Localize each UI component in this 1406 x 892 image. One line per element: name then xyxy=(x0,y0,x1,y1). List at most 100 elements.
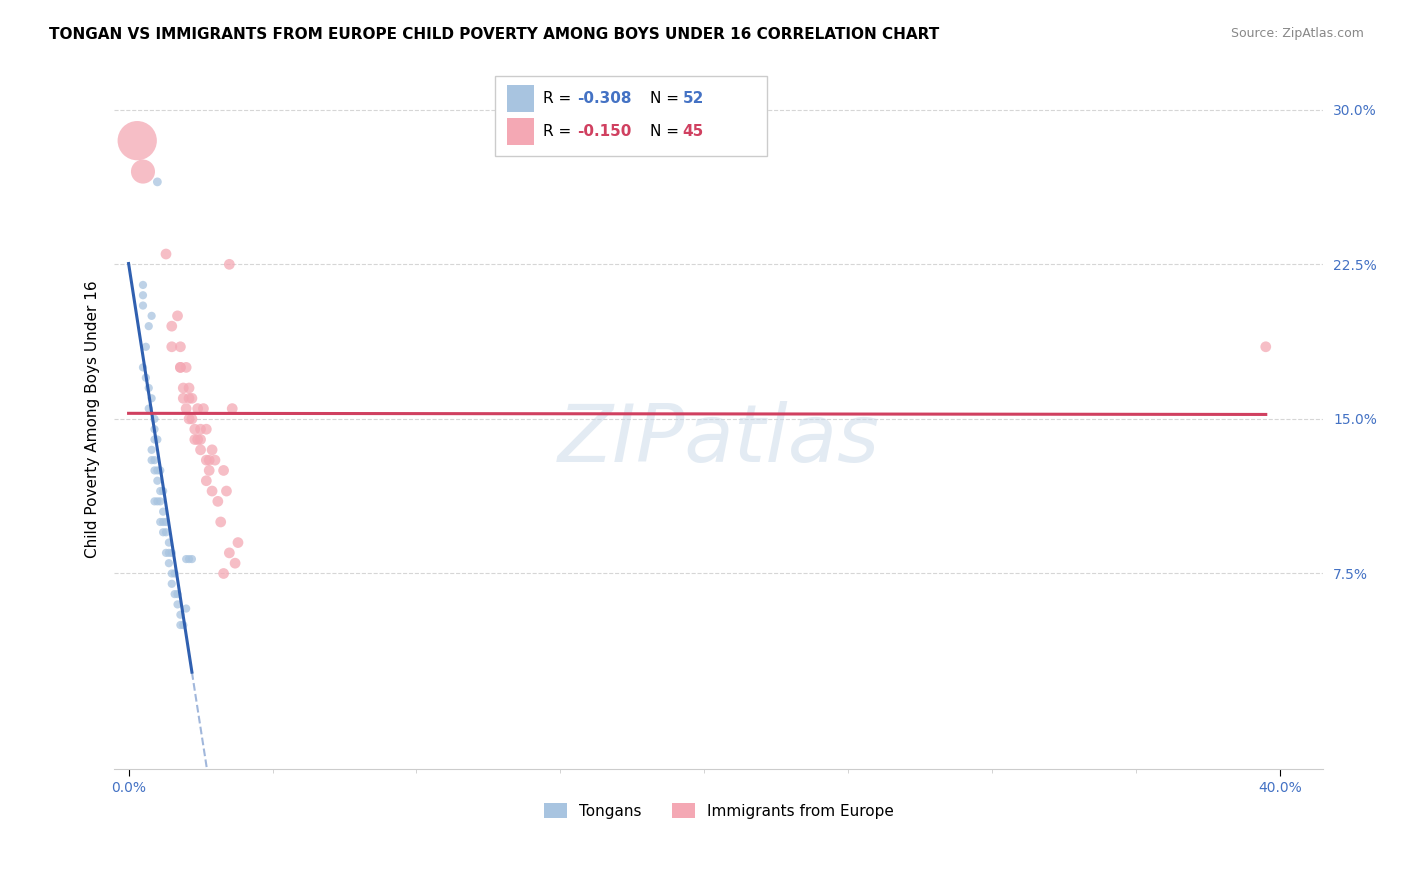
Point xyxy=(195,474,218,488)
Text: -0.150: -0.150 xyxy=(578,124,631,139)
Point xyxy=(207,494,229,508)
Point xyxy=(169,618,191,632)
Point xyxy=(181,412,204,426)
Point xyxy=(226,535,249,549)
Point xyxy=(172,381,194,395)
Point xyxy=(169,340,191,354)
Point xyxy=(160,576,183,591)
Point xyxy=(155,515,177,529)
Text: ZIPatlas: ZIPatlas xyxy=(558,401,880,479)
Point xyxy=(169,607,191,622)
Point xyxy=(160,546,183,560)
Point xyxy=(169,360,191,375)
Point xyxy=(181,552,204,566)
Point xyxy=(190,422,212,436)
Text: 45: 45 xyxy=(682,124,704,139)
Point xyxy=(201,484,224,499)
Point xyxy=(152,484,174,499)
Point xyxy=(160,566,183,581)
Y-axis label: Child Poverty Among Boys Under 16: Child Poverty Among Boys Under 16 xyxy=(86,280,100,558)
Point xyxy=(190,433,212,447)
Point xyxy=(141,442,163,457)
Text: R =: R = xyxy=(544,91,576,106)
Point xyxy=(146,494,169,508)
Point xyxy=(149,484,172,499)
Point xyxy=(212,463,235,477)
Point xyxy=(204,453,226,467)
Point xyxy=(160,319,183,334)
Point xyxy=(184,422,207,436)
Text: 52: 52 xyxy=(682,91,704,106)
Point xyxy=(138,381,160,395)
Point xyxy=(155,546,177,560)
Point xyxy=(166,309,188,323)
Point xyxy=(187,401,209,416)
Point xyxy=(184,433,207,447)
Point xyxy=(146,463,169,477)
FancyBboxPatch shape xyxy=(508,86,534,112)
Point xyxy=(157,546,180,560)
Point xyxy=(152,515,174,529)
Point xyxy=(146,433,169,447)
Point xyxy=(166,587,188,601)
Point xyxy=(157,556,180,570)
Point xyxy=(132,299,155,313)
Legend: Tongans, Immigrants from Europe: Tongans, Immigrants from Europe xyxy=(537,797,900,825)
Text: N =: N = xyxy=(650,124,683,139)
Point xyxy=(1254,340,1277,354)
Point xyxy=(143,453,166,467)
Point xyxy=(127,134,149,148)
FancyBboxPatch shape xyxy=(508,119,534,145)
Point xyxy=(177,552,200,566)
Point xyxy=(174,401,197,416)
Point xyxy=(143,412,166,426)
Point xyxy=(163,566,186,581)
Point xyxy=(155,247,177,261)
Point xyxy=(132,360,155,375)
Point xyxy=(193,401,215,416)
Point xyxy=(157,535,180,549)
Point xyxy=(143,433,166,447)
Point xyxy=(135,370,157,384)
Point xyxy=(198,453,221,467)
Text: -0.308: -0.308 xyxy=(578,91,631,106)
Point xyxy=(174,552,197,566)
Point xyxy=(172,392,194,406)
Point xyxy=(190,442,212,457)
Point xyxy=(146,474,169,488)
Point xyxy=(201,442,224,457)
Point xyxy=(149,463,172,477)
Point xyxy=(149,515,172,529)
Point xyxy=(177,412,200,426)
Text: R =: R = xyxy=(544,124,576,139)
Point xyxy=(132,277,155,292)
Point xyxy=(209,515,232,529)
Point xyxy=(160,340,183,354)
Point xyxy=(195,453,218,467)
Text: Source: ZipAtlas.com: Source: ZipAtlas.com xyxy=(1230,27,1364,40)
Point xyxy=(195,422,218,436)
Point xyxy=(149,494,172,508)
Point xyxy=(152,525,174,540)
Point xyxy=(132,288,155,302)
Point xyxy=(224,556,246,570)
Point xyxy=(212,566,235,581)
Point xyxy=(187,433,209,447)
Point xyxy=(177,381,200,395)
Point xyxy=(155,525,177,540)
Point xyxy=(143,422,166,436)
Point xyxy=(141,309,163,323)
Point xyxy=(198,463,221,477)
Point xyxy=(163,587,186,601)
Point xyxy=(143,494,166,508)
Point xyxy=(181,392,204,406)
Text: TONGAN VS IMMIGRANTS FROM EUROPE CHILD POVERTY AMONG BOYS UNDER 16 CORRELATION C: TONGAN VS IMMIGRANTS FROM EUROPE CHILD P… xyxy=(49,27,939,42)
Point xyxy=(218,257,240,271)
FancyBboxPatch shape xyxy=(495,76,768,156)
Point xyxy=(169,360,191,375)
Point xyxy=(132,164,155,178)
Point xyxy=(135,340,157,354)
Point xyxy=(146,175,169,189)
Point xyxy=(218,546,240,560)
Point xyxy=(166,598,188,612)
